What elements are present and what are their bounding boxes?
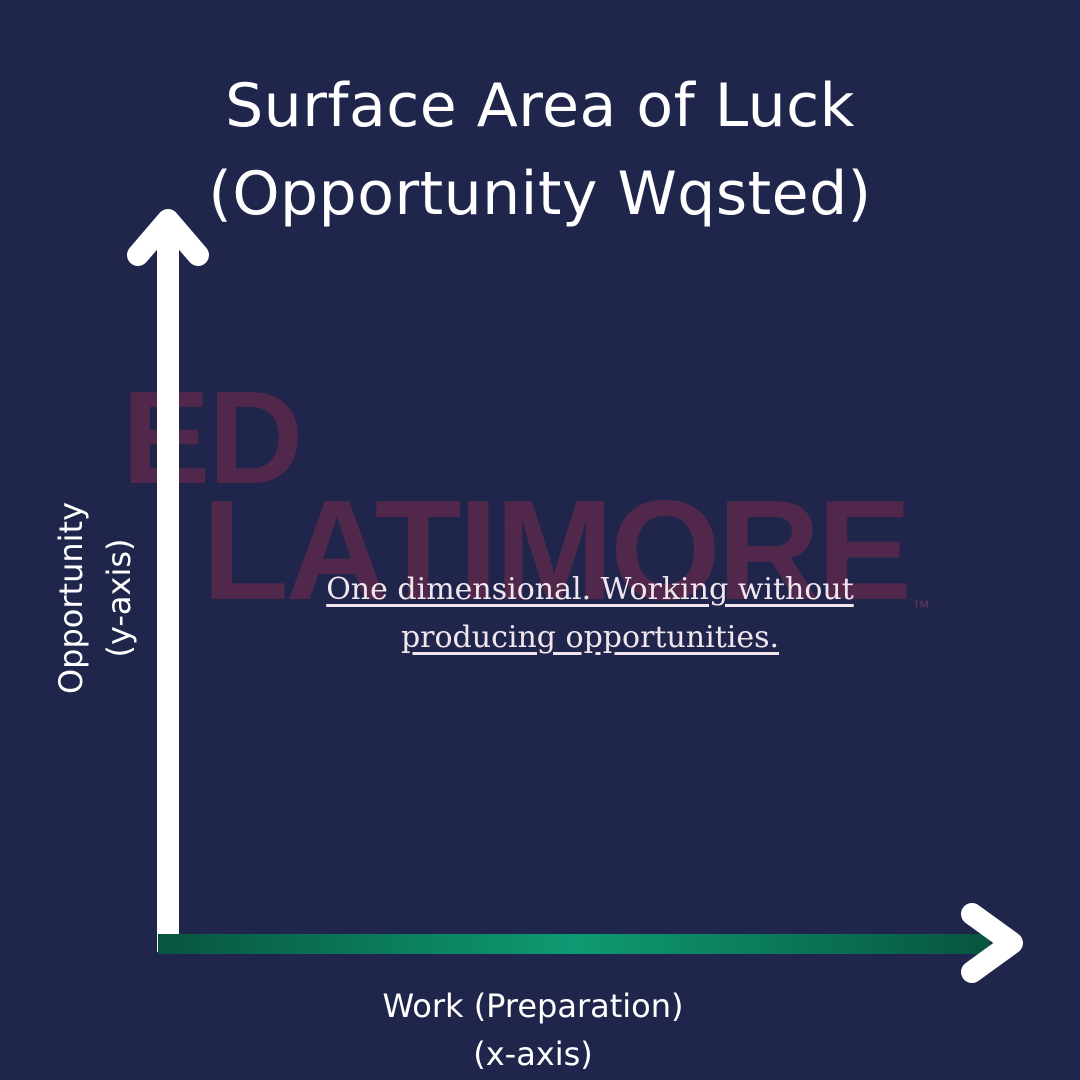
annotation-text: One dimensional. Working without produci… [326, 572, 854, 655]
y-axis-label: Opportunity (y-axis) [47, 398, 143, 798]
watermark-trademark: ™ [912, 597, 930, 617]
y-axis-label-line-2: (y-axis) [100, 538, 138, 658]
x-axis-arrowhead [961, 903, 1023, 983]
watermark-line-2: LATIMORE [202, 471, 912, 630]
y-axis-arrowhead [127, 209, 209, 266]
x-axis-label-line-1: Work (Preparation) [382, 987, 684, 1025]
diagram-title: Surface Area of Luck (Opportunity Wqsted… [0, 62, 1080, 238]
y-axis-label-line-1: Opportunity [52, 501, 90, 695]
title-line-1: Surface Area of Luck [225, 71, 855, 141]
x-axis-work-bar [158, 934, 990, 954]
title-line-2: (Opportunity Wqsted) [208, 159, 872, 229]
x-axis-label: Work (Preparation) (x-axis) [233, 982, 833, 1078]
x-axis-label-line-2: (x-axis) [473, 1035, 593, 1073]
watermark-line-1: ED [122, 364, 303, 511]
